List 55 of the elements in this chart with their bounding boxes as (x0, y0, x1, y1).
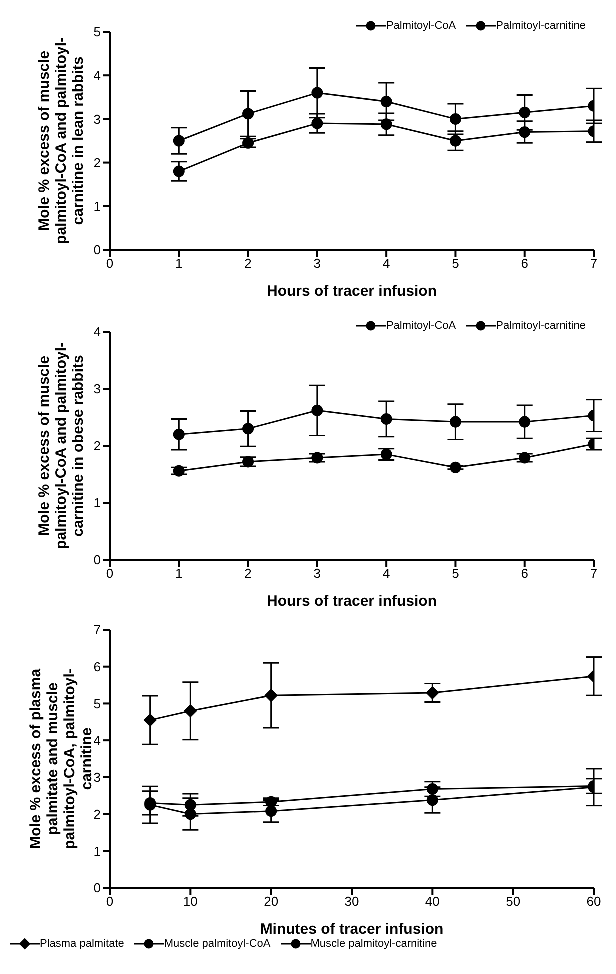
x-tick-label: 4 (382, 566, 390, 582)
y-tick-label: 0 (94, 242, 101, 258)
x-tick-label: 20 (264, 894, 279, 910)
x-tick-label: 40 (425, 894, 440, 910)
y-tick-label: 4 (94, 733, 101, 748)
y-tick-label: 1 (94, 199, 101, 214)
legend-label: Muscle palmitoyl-carnitine (310, 938, 438, 950)
y-tick-label: 3 (94, 112, 101, 127)
x-tick-label: 6 (521, 256, 528, 272)
x-axis-title: Minutes of tracer infusion (260, 921, 444, 938)
x-tick-label: 3 (314, 566, 322, 582)
legend-label: Palmitoyl-carnitine (496, 20, 586, 32)
x-tick-label: 30 (344, 894, 360, 910)
y-tick-label: 7 (94, 622, 101, 638)
legend-label: Muscle palmitoyl-CoA (164, 938, 271, 950)
legend-label: Plasma palmitate (40, 938, 124, 950)
x-tick-label: 7 (590, 566, 598, 582)
x-tick-label: 5 (452, 256, 460, 272)
y-tick-label: 4 (94, 68, 101, 84)
y-tick-label: 3 (94, 770, 101, 786)
legend-label: Palmitoyl-CoA (386, 320, 456, 332)
y-tick-label: 2 (94, 806, 101, 822)
x-tick-label: 2 (244, 566, 252, 582)
x-tick-label: 2 (244, 256, 252, 272)
x-tick-label: 1 (176, 256, 183, 272)
legend-label: Palmitoyl-carnitine (496, 320, 586, 332)
x-tick-label: 3 (314, 256, 322, 272)
x-tick-label: 60 (586, 894, 602, 910)
y-tick-label: 6 (94, 659, 101, 674)
x-axis-title: Hours of tracer infusion (266, 283, 438, 300)
y-tick-label: 5 (94, 24, 101, 40)
y-tick-label: 5 (94, 696, 101, 712)
y-tick-label: 2 (94, 438, 101, 454)
y-tick-label: 1 (94, 844, 101, 859)
legend-label: Palmitoyl-CoA (386, 20, 456, 32)
x-tick-label: 0 (106, 256, 114, 272)
x-axis-title: Hours of tracer infusion (266, 593, 438, 610)
y-tick-label: 0 (94, 880, 101, 896)
x-tick-label: 10 (183, 894, 198, 910)
x-tick-label: 0 (106, 566, 114, 582)
x-tick-label: 0 (106, 894, 114, 910)
x-tick-label: 6 (521, 566, 528, 582)
y-tick-label: 2 (94, 155, 101, 170)
y-tick-label: 3 (94, 382, 101, 397)
x-tick-label: 4 (382, 256, 390, 272)
y-axis-title: Mole % excess of muscle palmitoyl-CoA and palmitoyl-carnitine in lean rabbits (36, 38, 87, 244)
y-tick-label: 0 (94, 552, 101, 568)
y-tick-label: 4 (94, 324, 101, 340)
x-tick-label: 7 (590, 256, 598, 272)
y-tick-label: 1 (94, 496, 101, 511)
x-tick-label: 5 (452, 566, 460, 582)
x-tick-label: 50 (506, 894, 521, 910)
y-axis-title: Mole % excess of muscle palmitoyl-CoA and palmitoyl-carnitine in obese rabbits (36, 342, 87, 550)
x-tick-label: 1 (176, 566, 183, 582)
y-axis-title: Mole % excess of plasma palmitate and muscle palmitoyl-CoA, palmitoyl-carnitine (28, 668, 96, 850)
